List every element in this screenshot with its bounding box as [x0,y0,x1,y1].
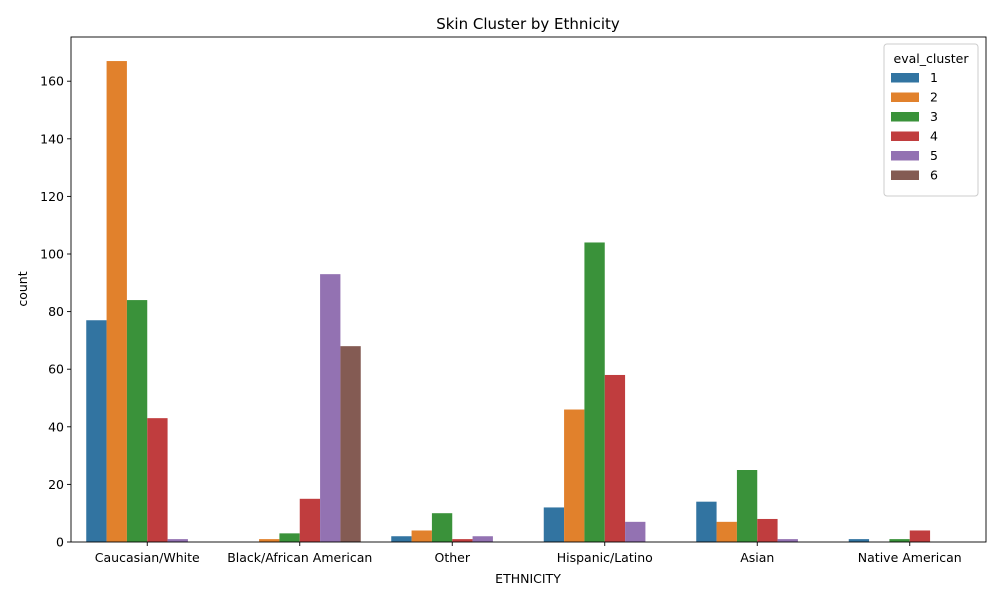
bar [777,539,798,542]
bar [848,539,870,542]
legend-swatch [891,112,919,122]
bar [167,539,188,542]
bar [340,346,361,542]
legend-label: 1 [930,70,938,85]
y-tick-label: 0 [56,535,64,550]
legend-swatch [891,92,919,102]
bar [736,470,758,542]
bar [543,507,565,542]
x-tick-label: Hispanic/Latino [557,550,653,565]
y-tick-label: 100 [40,247,64,262]
bar [625,521,646,542]
bar [452,539,473,542]
legend-title: eval_cluster [894,51,970,66]
y-tick-label: 20 [48,477,64,492]
bar [909,530,931,542]
legend-swatch [891,151,919,161]
bar [147,418,168,542]
bar [889,539,910,542]
legend-label: 2 [930,90,938,105]
bars-group [86,61,931,543]
legend: eval_cluster 1 2 3 4 5 6 [883,43,979,197]
bar [564,409,585,542]
bar [279,533,300,542]
x-axis: Caucasian/White Black/African American Oth… [95,542,962,565]
y-axis-label: count [15,271,30,306]
x-tick-label: Asian [740,550,774,565]
y-tick-label: 160 [40,74,64,89]
x-tick-label: Native American [858,550,962,565]
plot-frame [70,36,987,543]
legend-label: 3 [930,109,938,124]
x-tick-label: Black/African American [227,550,372,565]
y-tick-label: 120 [40,189,64,204]
legend-label: 4 [930,129,938,144]
legend-swatch [891,170,919,180]
bar [716,521,737,542]
bar [320,274,341,542]
x-tick-label: Caucasian/White [95,550,200,565]
y-tick-label: 40 [48,419,64,434]
y-tick-label: 80 [48,304,64,319]
legend-label: 5 [930,148,938,163]
bar [391,536,412,542]
bar [411,530,432,542]
bar [472,536,493,542]
legend-swatch [891,73,919,83]
bar [584,242,605,543]
bar [259,539,280,542]
bar [604,374,626,542]
y-tick-label: 140 [40,131,64,146]
bar [431,513,453,542]
y-tick-label: 60 [48,362,64,377]
bar [106,61,127,543]
x-tick-label: Other [435,550,471,565]
legend-swatch [891,131,919,141]
chart-title: Skin Cluster by Ethnicity [436,15,620,33]
x-axis-label: ETHNICITY [495,571,561,586]
y-axis: 0 20 40 60 80 100 120 140 160 [40,74,71,550]
bar [299,498,321,542]
bar [757,518,778,542]
bar [696,501,717,542]
bar [126,300,148,542]
bar [86,320,107,542]
legend-label: 6 [930,168,938,183]
